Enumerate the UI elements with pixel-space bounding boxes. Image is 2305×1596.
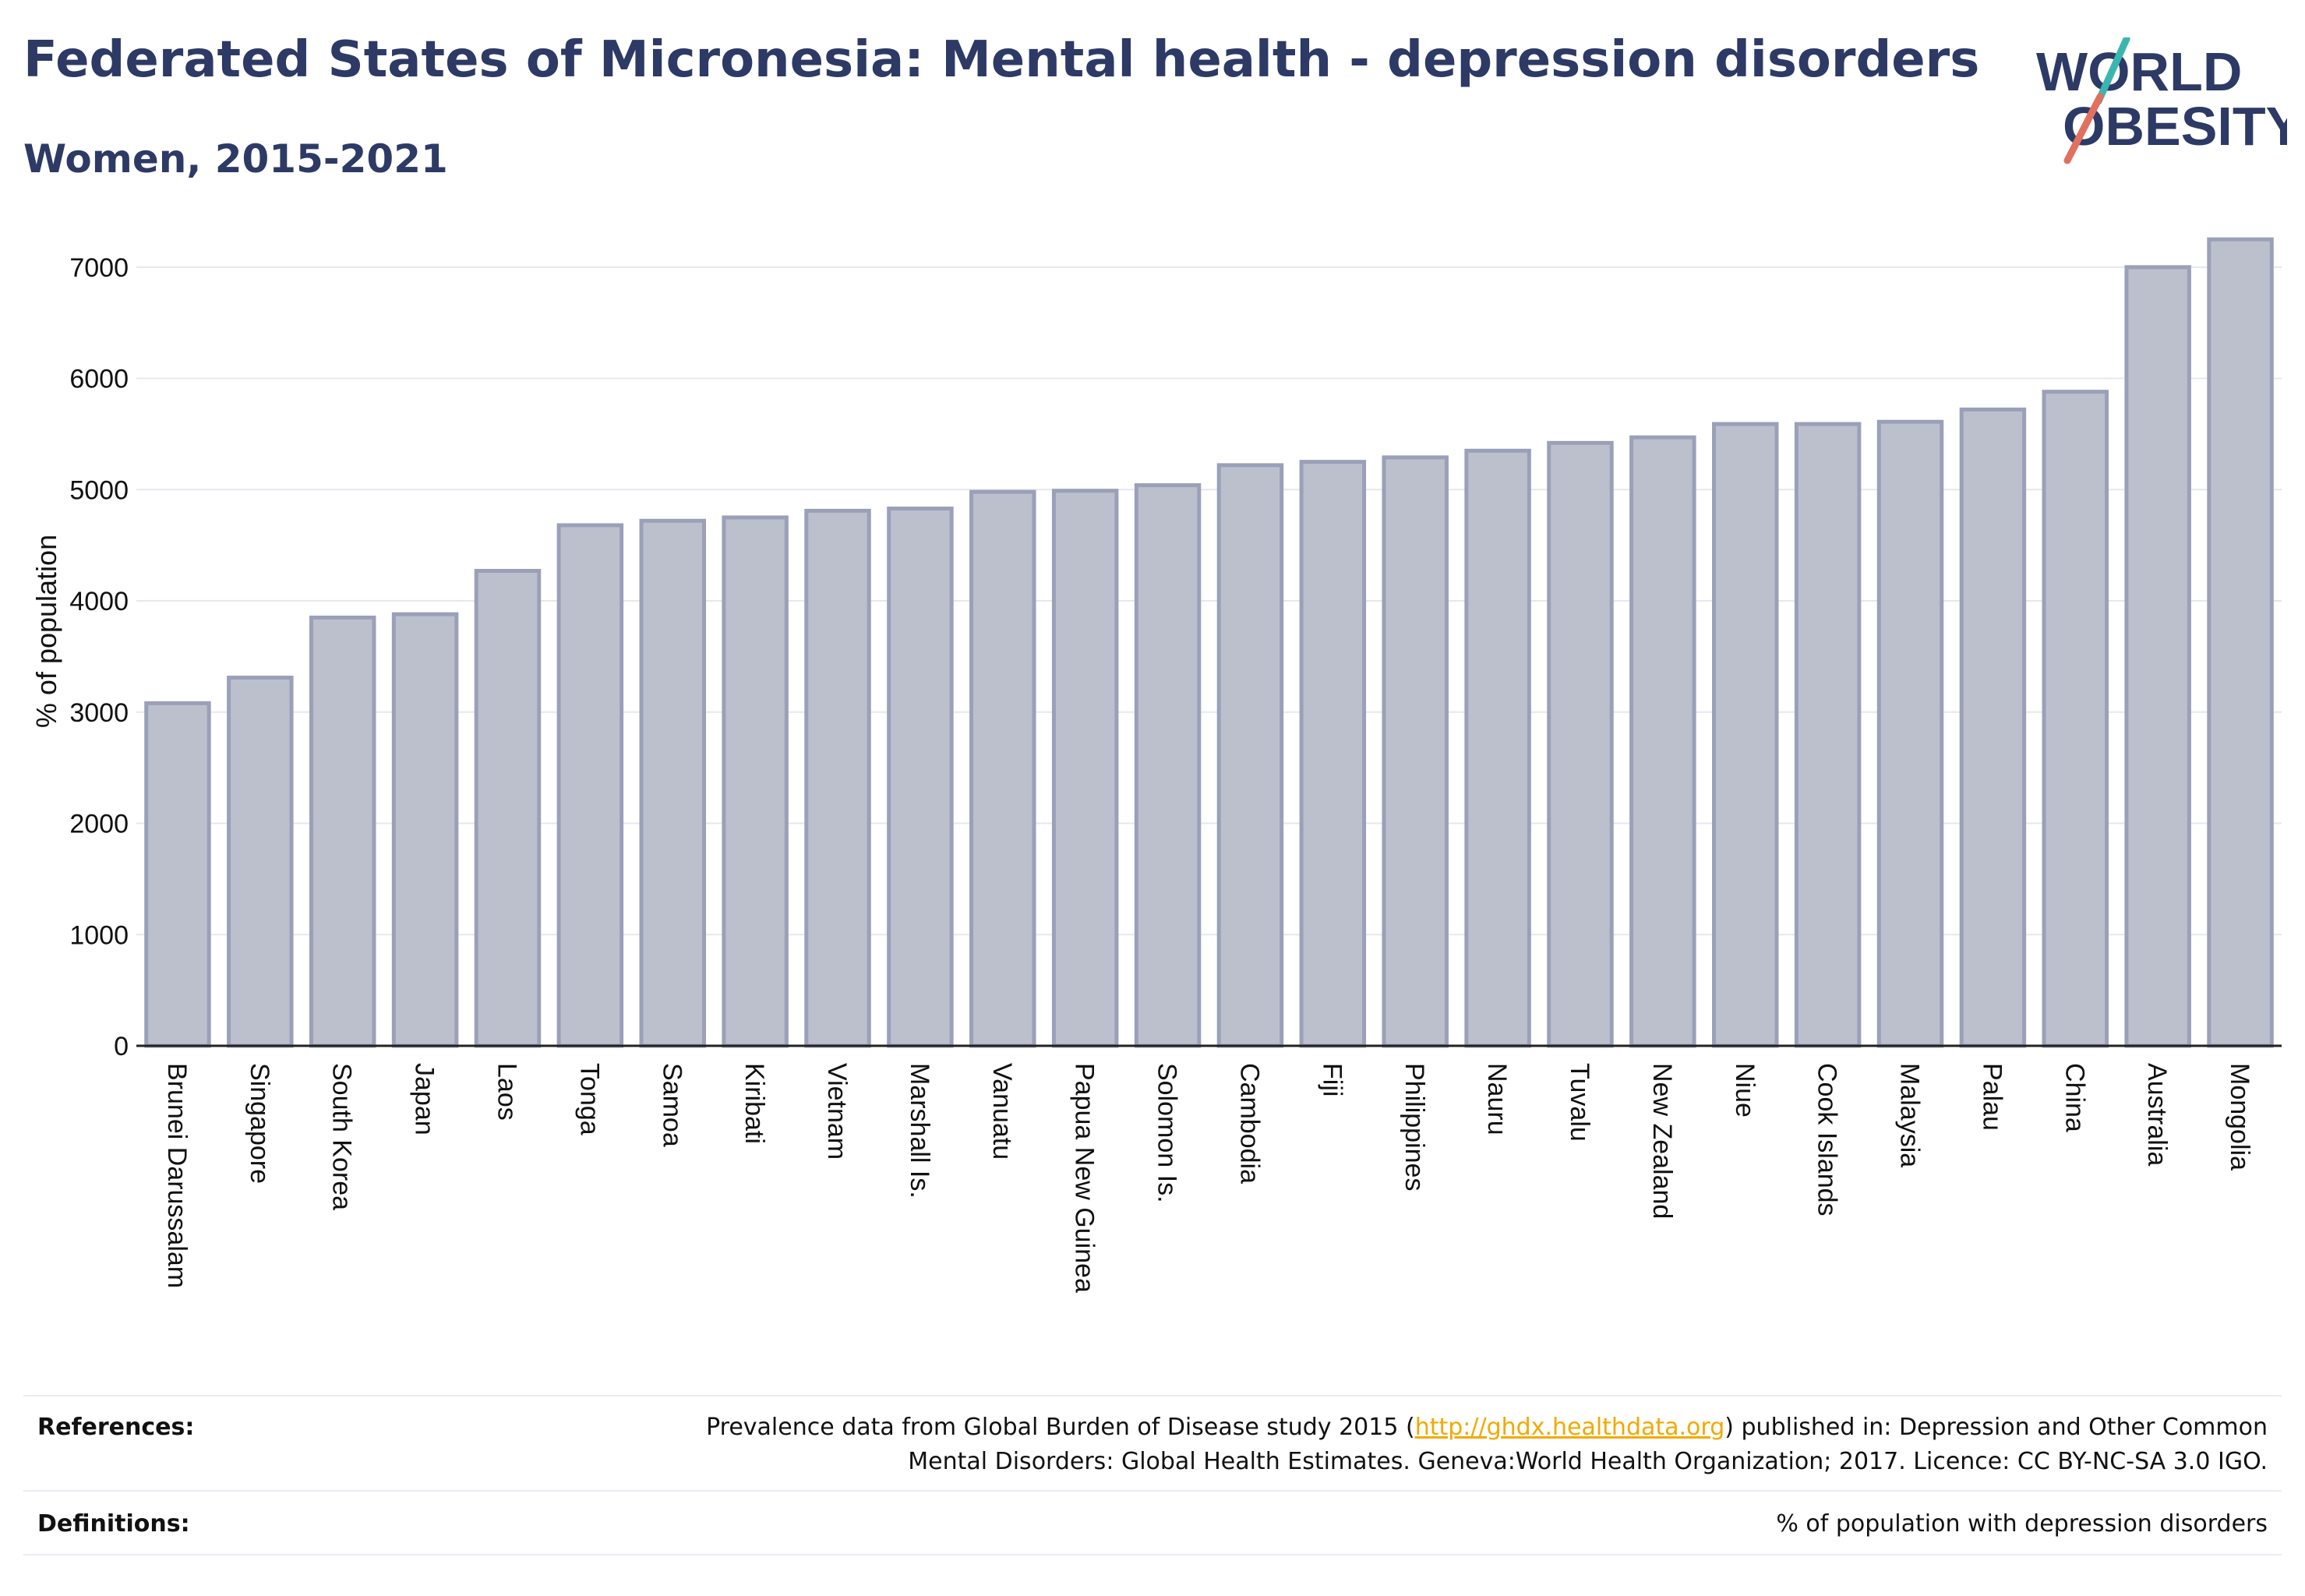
y-tick-labels: 0 1000 2000 3000 4000 5000 6000 7000 (69, 253, 129, 1061)
logo-line2: OBESITY (2063, 96, 2287, 157)
world-obesity-logo: WORLD OBESITY (2036, 37, 2287, 164)
x-tick-label: Cambodia (1234, 1063, 1264, 1184)
y-tick-label: 5000 (69, 475, 129, 505)
x-tick-label: Kiribati (740, 1063, 769, 1144)
logo-slash-teal (2095, 37, 2130, 105)
x-tick-label: Marshall Is. (905, 1063, 934, 1199)
x-tick-label: Japan (410, 1063, 439, 1135)
references-link[interactable]: http://ghdx.healthdata.org (1414, 1414, 1725, 1441)
x-tick-label: Tuvalu (1565, 1063, 1594, 1142)
bar-vietnam (804, 508, 871, 1048)
x-tick-label: Philippines (1400, 1063, 1429, 1191)
x-tick-label: Australia (2142, 1063, 2172, 1166)
references-label: References: (37, 1414, 195, 1441)
definitions-section: Definitions: % of population with depres… (23, 1498, 2282, 1552)
x-tick-labels: Brunei Darussalam Singapore South Korea Jap… (162, 1063, 2254, 1293)
references-text: Prevalence data from Global Burden of Di… (706, 1411, 2268, 1479)
footer-divider-top (23, 1395, 2282, 1396)
bar-south-korea (309, 615, 376, 1048)
bar-samoa (639, 518, 706, 1048)
bar-cambodia (1216, 463, 1284, 1048)
bars (144, 237, 2274, 1048)
references-section: References: Prevalence data from Global … (23, 1403, 2282, 1488)
bar-vanuatu (969, 489, 1036, 1048)
bar-palau (1959, 408, 2027, 1048)
chart-title: Federated States of Micronesia: Mental h… (23, 31, 1980, 89)
x-tick-label: Samoa (657, 1063, 687, 1147)
x-tick-label: Cook Islands (1813, 1063, 1842, 1216)
bar-cook-islands (1794, 422, 1862, 1048)
x-tick-label: Laos (492, 1063, 521, 1121)
x-tick-label: Nauru (1482, 1063, 1512, 1135)
bar-malaysia (1876, 419, 1944, 1048)
bar-singapore (227, 676, 294, 1048)
bar-new-zealand (1629, 435, 1696, 1048)
bar-china (2042, 390, 2109, 1048)
bar-fiji (1299, 460, 1367, 1048)
y-tick-label: 2000 (69, 810, 129, 839)
footer-divider-bottom (23, 1554, 2282, 1555)
x-tick-label: Singapore (245, 1063, 274, 1184)
y-tick-label: 6000 (69, 365, 129, 394)
x-tick-label: Brunei Darussalam (162, 1063, 192, 1288)
bar-brunei-darussalam (144, 701, 211, 1048)
bar-marshall-is (887, 507, 954, 1048)
definitions-text: % of population with depression disorder… (1776, 1510, 2268, 1538)
x-tick-label: Fiji (1317, 1063, 1347, 1096)
x-tick-label: Palau (1977, 1063, 2007, 1131)
y-axis-title: % of population (30, 535, 62, 728)
x-tick-label: South Korea (327, 1063, 357, 1210)
bar-tonga (556, 523, 624, 1048)
x-tick-label: Vanuatu (987, 1063, 1017, 1160)
bar-solomon-is (1134, 483, 1202, 1048)
x-tick-label: China (2060, 1063, 2089, 1132)
bar-australia (2124, 265, 2191, 1048)
references-text-line2: Mental Disorders: Global Health Estimate… (908, 1448, 2268, 1475)
y-tick-label: 1000 (69, 920, 129, 950)
x-tick-label: Malaysia (1895, 1063, 1925, 1167)
x-tick-label: Niue (1730, 1063, 1760, 1118)
x-tick-label: Mongolia (2225, 1063, 2254, 1171)
y-tick-label: 4000 (69, 587, 129, 616)
bar-nauru (1464, 448, 1531, 1048)
x-tick-label: Papua New Guinea (1070, 1063, 1100, 1293)
logo-slash-red (2063, 93, 2104, 164)
footer-divider-mid (23, 1490, 2282, 1492)
bar-japan (391, 612, 459, 1048)
bar-chart: 0 1000 2000 3000 4000 5000 6000 7000 Brunei Dar… (30, 237, 2282, 1293)
bar-niue (1712, 422, 1779, 1048)
y-tick-label: 0 (114, 1032, 129, 1061)
bar-mongolia (2207, 237, 2274, 1048)
bar-tuvalu (1547, 440, 1614, 1048)
bar-philippines (1382, 455, 1449, 1048)
x-tick-label: Solomon Is. (1152, 1063, 1182, 1203)
x-tick-label: New Zealand (1647, 1063, 1677, 1219)
x-tick-label: Tonga (574, 1063, 604, 1135)
x-tick-label: Vietnam (822, 1063, 852, 1160)
logo-line1: WORLD (2036, 41, 2242, 102)
bar-laos (474, 569, 542, 1048)
chart-subtitle: Women, 2015-2021 (23, 136, 448, 182)
references-text-pre: Prevalence data from Global Burden of Di… (706, 1414, 1415, 1441)
y-tick-label: 3000 (69, 698, 129, 728)
bar-papua-new-guinea (1051, 489, 1119, 1048)
definitions-label: Definitions: (37, 1510, 190, 1538)
references-text-post: ) published in: Depression and Other Com… (1724, 1414, 2268, 1441)
bar-kiribati (722, 515, 789, 1048)
y-tick-label: 7000 (69, 253, 129, 283)
